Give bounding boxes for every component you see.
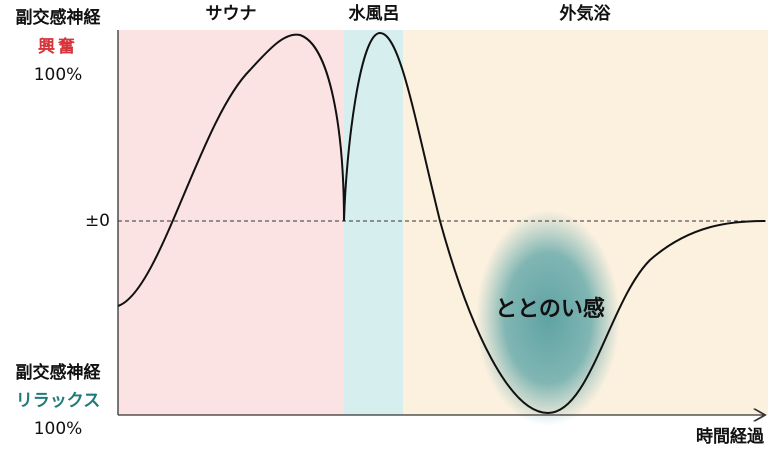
y-top-percent: 100% <box>34 65 83 85</box>
y-zero-label: ±0 <box>85 211 110 231</box>
y-top-label: 副交感神経 <box>16 7 102 28</box>
curve <box>117 31 766 415</box>
phase-label: サウナ <box>206 4 257 24</box>
phase-label: 水風呂 <box>349 3 400 24</box>
glow <box>476 210 620 426</box>
y-bottom-percent: 100% <box>34 419 83 439</box>
x-axis-label: 時間経過 <box>696 426 765 447</box>
annotation: ととのい感 <box>495 296 605 322</box>
phase-label: 外気浴 <box>560 3 612 24</box>
y-top-state: 興奮 <box>38 36 78 57</box>
y-bottom-state: リラックス <box>16 391 101 411</box>
water-region <box>344 30 403 415</box>
y-bottom-label: 副交感神経 <box>16 362 102 383</box>
sauna-region <box>118 30 344 415</box>
